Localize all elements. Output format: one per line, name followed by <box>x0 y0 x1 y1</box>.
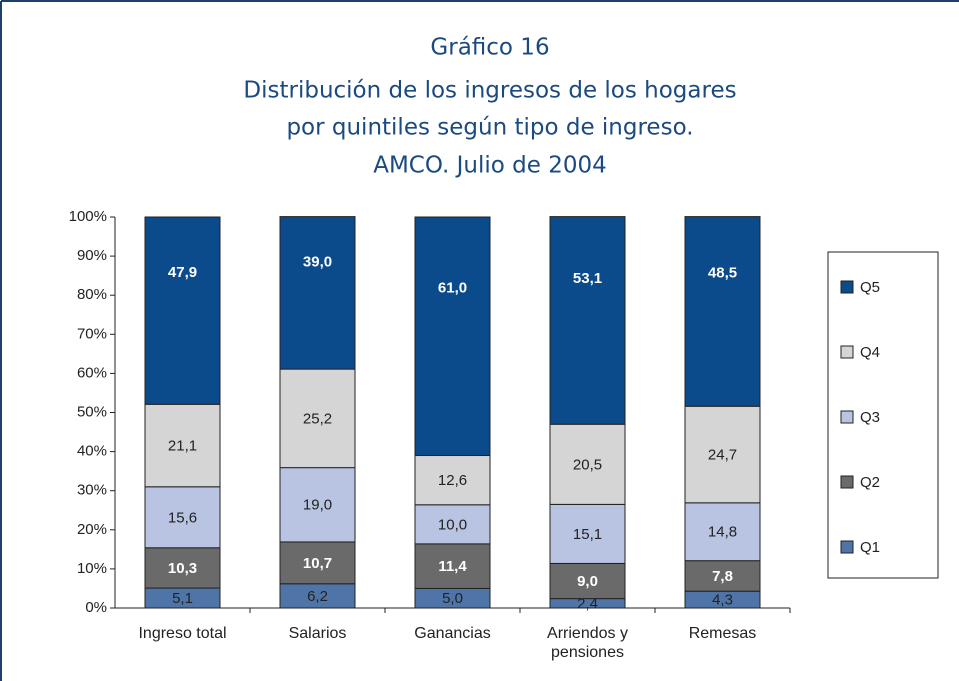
data-label: 10,3 <box>168 560 197 577</box>
data-label: 25,2 <box>303 410 332 427</box>
bar-segment <box>684 405 761 504</box>
data-label: 5,1 <box>172 590 193 607</box>
bar-segment <box>279 368 356 469</box>
x-tick-label: Salarios <box>288 625 347 642</box>
legend-swatch <box>840 280 854 294</box>
legend-label: Q4 <box>860 344 880 361</box>
x-tick-label: Ganancias <box>414 625 491 642</box>
bar-segment <box>414 504 491 545</box>
data-label: 19,0 <box>303 497 332 514</box>
bar-segment <box>549 562 626 600</box>
legend-swatch <box>840 475 854 489</box>
data-label: 10,0 <box>438 516 467 533</box>
y-tick-label: 30% <box>77 482 107 499</box>
data-label: 47,9 <box>168 264 197 281</box>
bar-segment <box>279 216 356 370</box>
data-label: 12,6 <box>438 472 467 489</box>
data-label: 21,1 <box>168 438 197 455</box>
y-tick-label: 60% <box>77 364 107 381</box>
bar-segment <box>684 560 761 592</box>
data-label: 20,5 <box>573 456 602 473</box>
x-tick-label: Remesas <box>688 625 757 642</box>
data-label: 6,2 <box>307 588 328 605</box>
data-label: 39,0 <box>303 253 332 270</box>
x-tick-label: Ingreso total <box>138 625 227 642</box>
bar-segment <box>279 583 356 609</box>
y-tick-label: 0% <box>85 599 107 616</box>
chart-subtitle: Distribución de los ingresos de los hoga… <box>243 78 736 104</box>
data-label: 61,0 <box>438 280 467 297</box>
data-label: 11,4 <box>438 558 467 575</box>
bar-segment <box>684 216 761 407</box>
bar-segment <box>549 216 626 425</box>
bar-segment <box>144 547 221 589</box>
bar-segment <box>144 486 221 549</box>
chart-subtitle: AMCO. Julio de 2004 <box>373 153 607 179</box>
legend-label: Q2 <box>860 474 880 491</box>
data-label: 24,7 <box>708 447 737 464</box>
legend-label: Q3 <box>860 409 880 426</box>
chart-title: Gráfico 16 <box>430 35 549 61</box>
y-tick-label: 50% <box>77 403 107 420</box>
bar-segment <box>279 467 356 543</box>
bar-segment <box>144 216 221 405</box>
legend-label: Q5 <box>860 279 880 296</box>
data-label: 53,1 <box>573 270 602 287</box>
data-label: 7,8 <box>712 568 733 585</box>
data-label: 2,4 <box>577 595 598 612</box>
bar-segment <box>414 543 491 589</box>
data-label: 4,3 <box>712 592 733 609</box>
data-label: 15,6 <box>168 509 197 526</box>
y-tick-label: 90% <box>77 247 107 264</box>
legend-swatch <box>840 540 854 554</box>
data-label: 10,7 <box>303 555 332 572</box>
bar-segment <box>279 541 356 585</box>
y-tick-label: 80% <box>77 286 107 303</box>
y-tick-label: 40% <box>77 443 107 460</box>
bar-segment <box>144 403 221 488</box>
x-tick-label: Arriendos y pensiones <box>547 625 628 661</box>
bar-segment <box>414 216 491 457</box>
data-label: 14,8 <box>708 524 737 541</box>
legend-swatch <box>840 345 854 359</box>
data-label: 15,1 <box>573 526 602 543</box>
bar-segment <box>684 502 761 562</box>
chart-subtitle: por quintiles según tipo de ingreso. <box>286 115 693 141</box>
y-tick-label: 70% <box>77 325 107 342</box>
bar-segment <box>549 423 626 505</box>
data-label: 9,0 <box>577 573 598 590</box>
legend-label: Q1 <box>860 539 880 556</box>
data-label: 5,0 <box>442 590 463 607</box>
data-label: 48,5 <box>708 264 737 281</box>
y-tick-label: 20% <box>77 521 107 538</box>
y-tick-label: 10% <box>77 560 107 577</box>
legend-swatch <box>840 410 854 424</box>
y-tick-label: 100% <box>69 208 107 225</box>
